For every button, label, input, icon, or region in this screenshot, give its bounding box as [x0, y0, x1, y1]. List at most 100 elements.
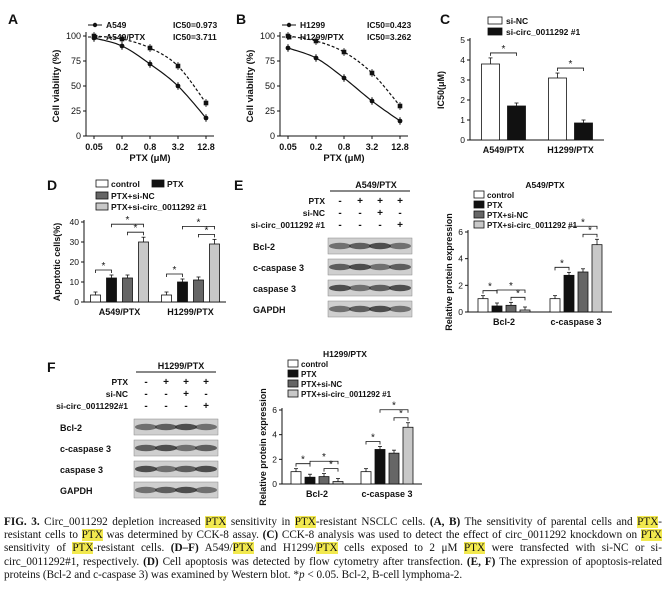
band-F-c-caspase 3 — [155, 444, 177, 452]
x-tick-label-B: 0.05 — [279, 142, 297, 152]
x-tick-label-B: 0.2 — [310, 142, 323, 152]
legend-label-E-control: control — [487, 191, 514, 200]
y-tick-label-E: 4 — [458, 254, 463, 264]
category-label-C-A549/PTX: A549/PTX — [483, 145, 525, 155]
bar-F-c-caspase 3-PTX — [374, 449, 386, 485]
y-tick-label-F: 6 — [272, 405, 277, 415]
caption-segment: was determined by CCK-8 assay. — [102, 529, 263, 542]
significance-bracket-F — [379, 409, 409, 413]
treatment-sign-E: - — [358, 208, 361, 219]
y-axis-label-D: Apoptotic cells(%) — [52, 223, 62, 302]
point-B-H1299/PTX — [313, 38, 319, 44]
band-label-E-c-caspase 3: c-caspase 3 — [253, 263, 304, 273]
point-A-A549/PTX — [119, 36, 125, 42]
significance-star-C: * — [569, 59, 573, 70]
bar-D-H1299/PTX-PTX+si-NC — [193, 279, 204, 303]
y-tick-label-A: 25 — [71, 106, 81, 116]
caption-segment: PTX — [463, 542, 486, 555]
point-A-A549 — [203, 115, 209, 121]
band-E-GAPDH — [369, 305, 391, 313]
y-tick-label-D: 10 — [70, 277, 80, 287]
legend-swatch-D — [95, 191, 109, 200]
x-tick-label-B: 3.2 — [366, 142, 379, 152]
y-axis-label-A: Cell viability (%) — [51, 50, 62, 123]
legend-label-E-PTX+si-circ_0011292 #1: PTX+si-circ_0011292 #1 — [487, 221, 578, 230]
series-line-B-H1299 — [287, 47, 401, 122]
significance-star-F: * — [399, 409, 403, 420]
band-E-Bcl-2 — [349, 242, 371, 250]
bar-E-Bcl-2-PTX+si-NC — [505, 304, 517, 313]
point-A-A549 — [119, 43, 125, 49]
panel-letter-F: F — [47, 359, 56, 375]
bar-D-A549/PTX-PTX+si-NC — [122, 277, 133, 303]
point-B-H1299 — [397, 118, 403, 124]
point-A-A549/PTX — [203, 100, 209, 106]
y-tick-label-B: 100 — [260, 31, 275, 41]
caption-segment: (D) — [143, 555, 159, 568]
treatment-sign-F: - — [144, 377, 147, 388]
bar-E-c-caspase 3-PTX+si-circ_0011292 #1 — [591, 244, 603, 313]
treatment-sign-F: - — [204, 389, 207, 400]
significance-bracket-F — [393, 417, 409, 421]
legend-marker-A — [92, 22, 98, 28]
bar-F-c-caspase 3-PTX+si-circ_0011292 #1 — [402, 426, 414, 485]
point-A-A549 — [175, 83, 181, 89]
y-tick-label-E: 0 — [458, 307, 463, 317]
band-F-GAPDH — [195, 486, 217, 494]
category-label-D-A549/PTX: A549/PTX — [99, 307, 141, 317]
bar-E-c-caspase 3-PTX — [563, 274, 575, 313]
legend-label-C-si-circ_0011292 #1: si-circ_0011292 #1 — [506, 27, 580, 37]
bar-F-Bcl-2-PTX — [304, 476, 316, 485]
x-tick-label-B: 0.8 — [338, 142, 351, 152]
treatment-label-F: PTX — [111, 377, 128, 387]
band-F-c-caspase 3 — [135, 444, 157, 452]
caption-segment: CCK-8 analysis was used to detect the ef… — [278, 529, 641, 542]
treatment-label-F: si-NC — [106, 389, 128, 399]
legend-swatch-F — [287, 379, 299, 388]
bar-F-c-caspase 3-control — [360, 471, 372, 485]
legend-label-A-A549/PTX: A549/PTX — [106, 32, 146, 42]
treatment-label-E: si-circ_0011292 #1 — [251, 220, 325, 230]
caption-segment: -resistant cells. — [93, 542, 171, 555]
panel-letter-B: B — [236, 11, 246, 27]
significance-star-E: * — [560, 258, 564, 269]
point-B-H1299/PTX — [397, 103, 403, 109]
significance-star-D: * — [205, 225, 209, 236]
y-tick-label-F: 2 — [272, 454, 277, 464]
bar-D-A549/PTX-PTX — [106, 277, 117, 303]
legend-swatch-F — [287, 369, 299, 378]
bar-D-A549/PTX-PTX+si-circ_0011292 #1 — [138, 241, 149, 303]
caption-segment: PTX — [81, 529, 103, 542]
point-B-H1299/PTX — [341, 49, 347, 55]
bar-F-Bcl-2-control — [290, 471, 302, 485]
y-tick-label-B: 0 — [270, 131, 275, 141]
y-tick-label-C: 3 — [460, 75, 465, 85]
significance-bracket-E — [554, 266, 570, 271]
significance-star-E: * — [488, 282, 492, 293]
treatment-sign-E: - — [398, 208, 401, 219]
x-tick-label-B: 12.8 — [391, 142, 409, 152]
caption-segment: (C) — [262, 529, 279, 542]
legend-swatch-E — [473, 190, 485, 199]
point-B-H1299 — [341, 75, 347, 81]
treatment-sign-E: + — [397, 220, 403, 231]
band-label-F-GAPDH: GAPDH — [60, 486, 93, 496]
bar-E-Bcl-2-PTX+si-circ_0011292 #1 — [519, 309, 531, 313]
band-E-GAPDH — [389, 305, 411, 313]
legend-label-A-A549: A549 — [106, 20, 127, 30]
significance-star-F: * — [392, 401, 396, 412]
legend-swatch-D — [151, 179, 165, 188]
significance-bracket-D — [198, 233, 215, 238]
band-F-Bcl-2 — [195, 423, 217, 431]
figure-caption: FIG. 3. Circ_0011292 depletion increased… — [4, 516, 662, 582]
significance-bracket-E — [510, 296, 526, 301]
significance-bracket-E — [568, 225, 598, 230]
band-F-GAPDH — [155, 486, 177, 494]
significance-star-C: * — [502, 44, 506, 55]
bar-C-A549/PTX-si-NC — [481, 63, 500, 141]
caption-segment: The expression of apoptosis-related prot… — [4, 555, 663, 581]
band-F-GAPDH — [175, 486, 197, 494]
treatment-sign-F: - — [164, 401, 167, 412]
bar-E-c-caspase 3-control — [549, 298, 561, 313]
legend-label-D-PTX+si-circ_0011292 #1: PTX+si-circ_0011292 #1 — [111, 202, 207, 212]
